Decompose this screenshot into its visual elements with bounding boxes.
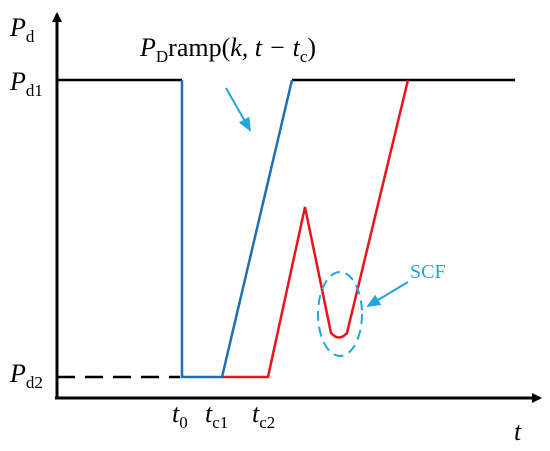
ramp-label: PDramp(k, t − tc) [139, 33, 316, 66]
ramp-curve [180, 79, 294, 379]
level-label: Pd2 [9, 359, 43, 392]
scf-ellipse [317, 271, 363, 357]
ramp-arrow [225, 87, 251, 132]
time-label: tc1 [205, 399, 228, 432]
x-axis-label: t [514, 417, 522, 446]
level-label: Pd1 [9, 67, 43, 100]
time-label: t0 [172, 399, 188, 432]
scf-curve [222, 79, 410, 379]
scf-arrow [366, 281, 409, 308]
scf-label: SCF [410, 261, 446, 283]
y-axis-label: Pd [9, 13, 35, 46]
time-label: tc2 [252, 399, 275, 432]
